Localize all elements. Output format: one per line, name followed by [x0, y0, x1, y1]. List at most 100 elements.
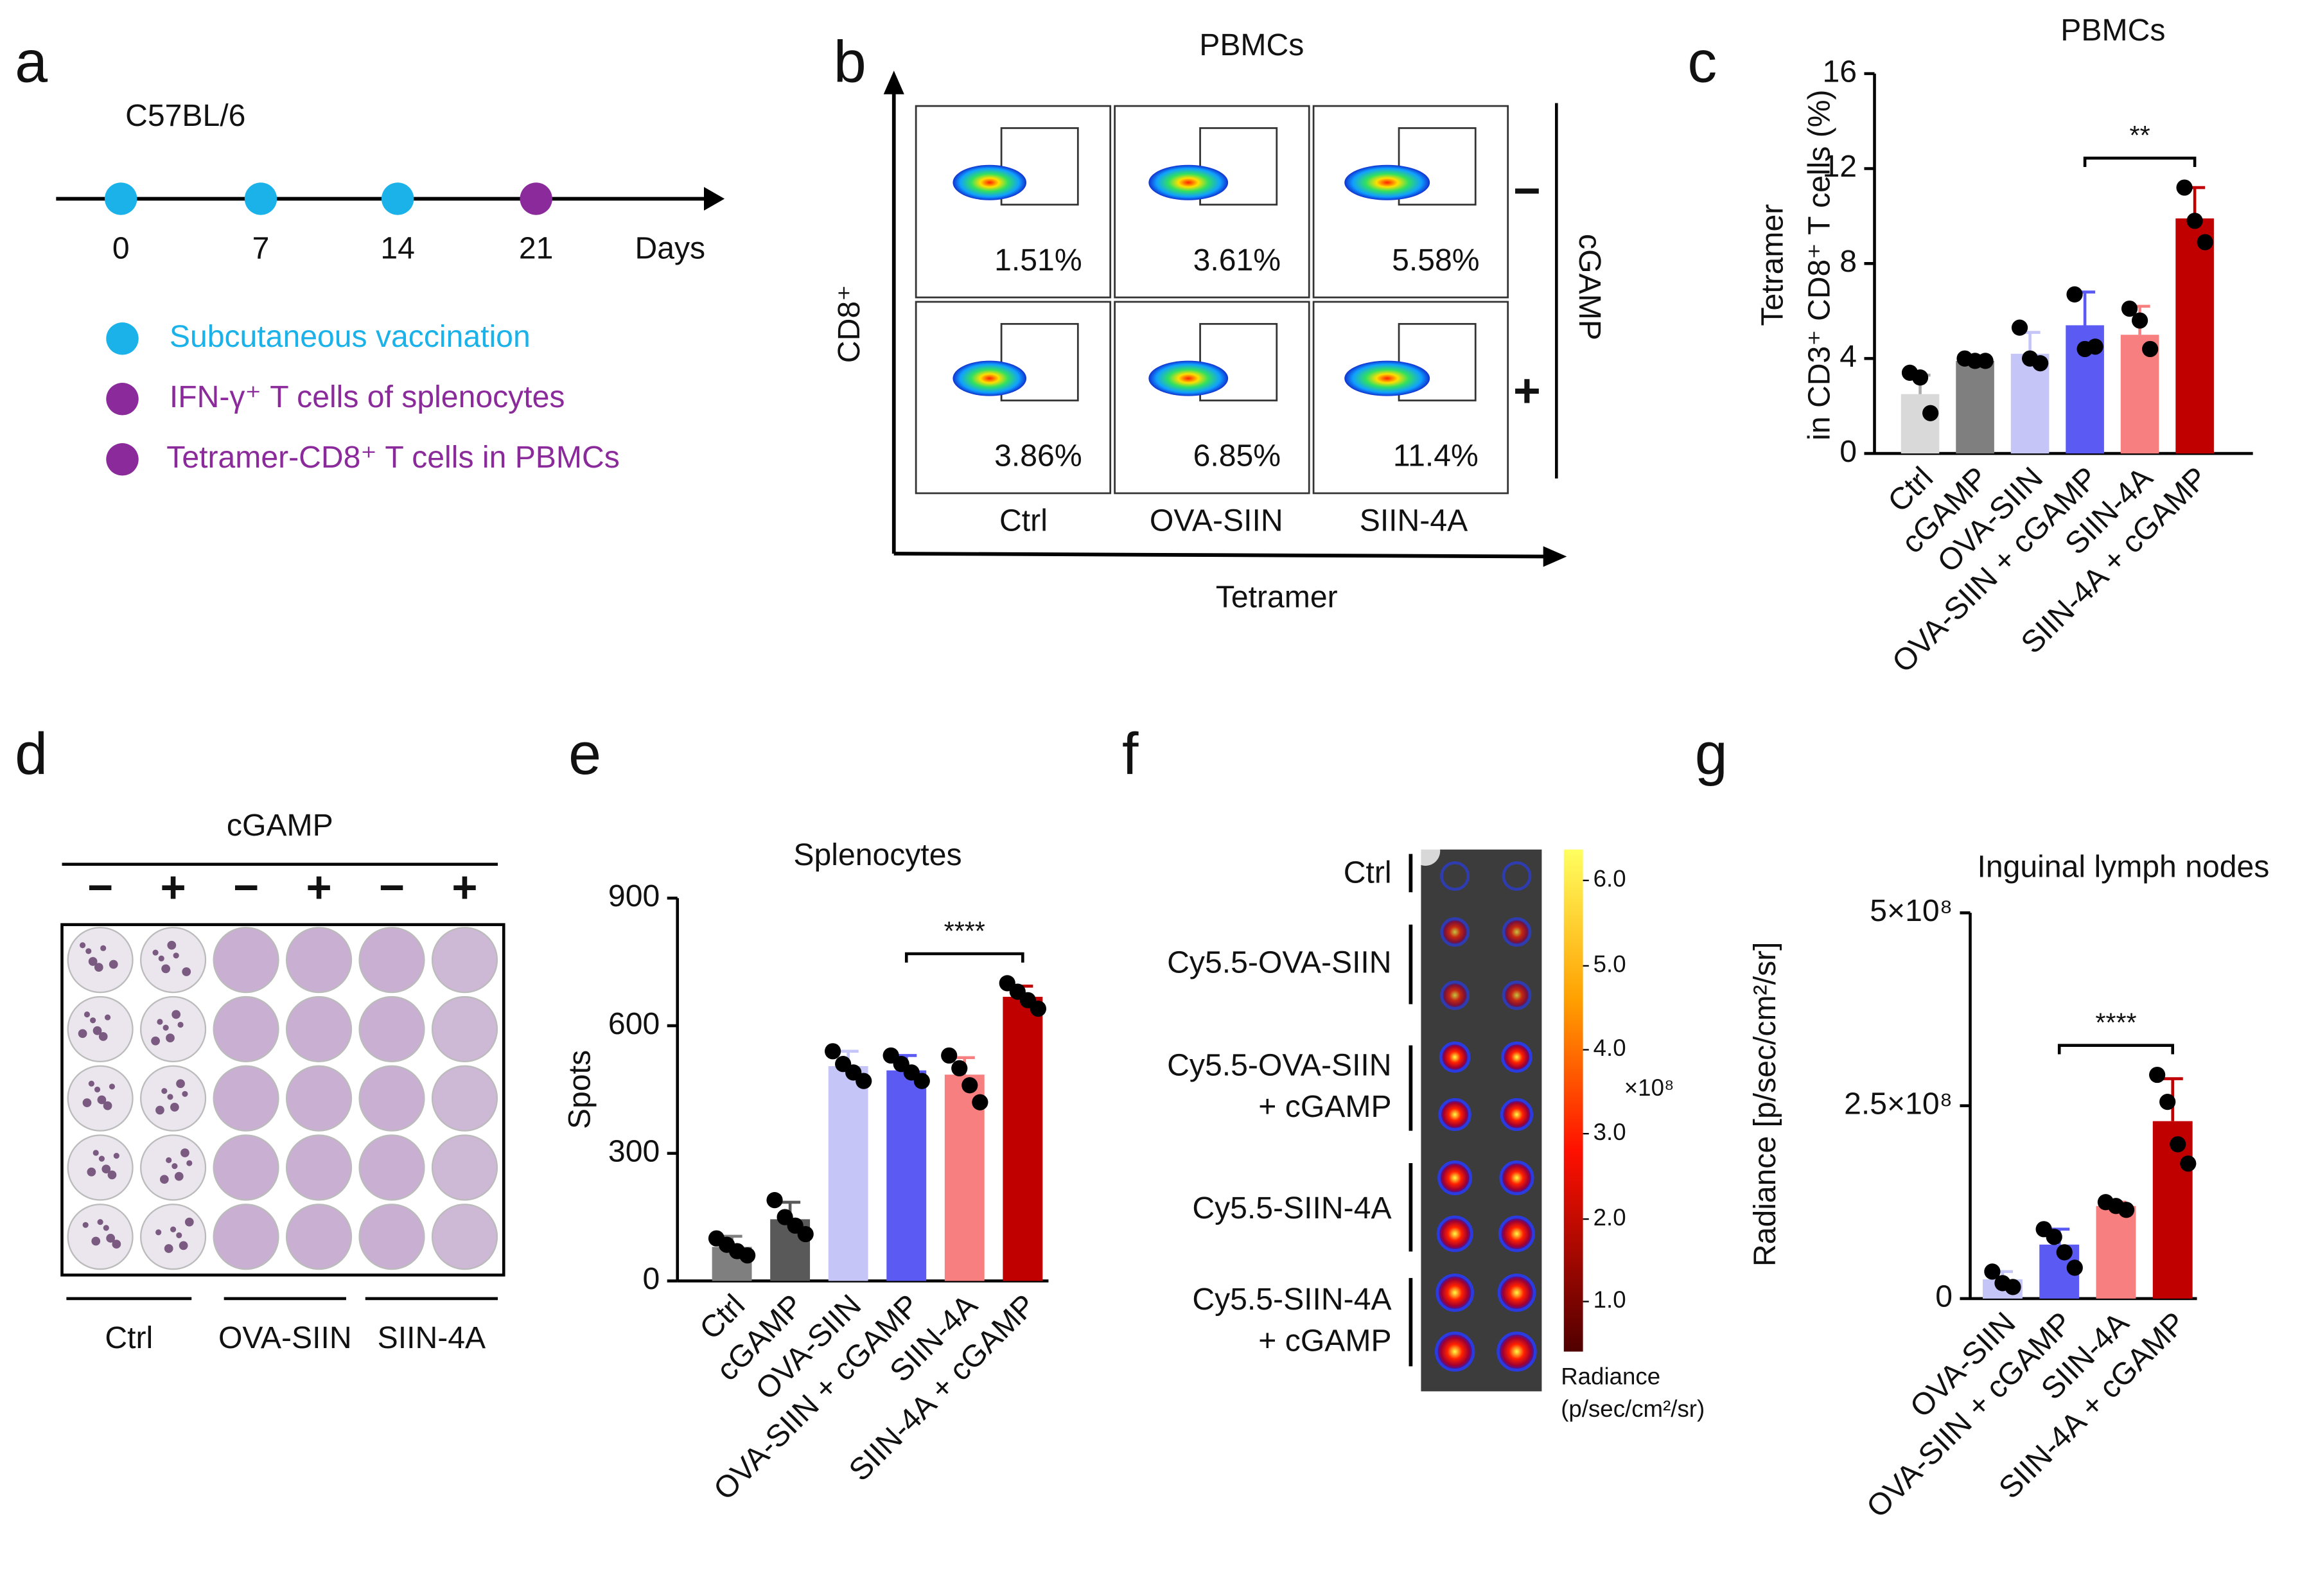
row-label: Cy5.5-OVA-SIIN	[1167, 945, 1391, 979]
data-point	[2087, 338, 2103, 355]
data-point	[2066, 1259, 2083, 1276]
well	[140, 1204, 207, 1270]
timepoint	[244, 182, 277, 215]
panel-letter: c	[1687, 29, 1717, 94]
data-point	[972, 1094, 988, 1110]
cell-cluster	[1148, 360, 1229, 396]
header: cGAMP	[227, 808, 333, 843]
spot	[103, 1225, 109, 1231]
sign: +	[452, 863, 477, 912]
spot	[180, 1148, 189, 1157]
row-label: Cy5.5-SIIN-4A	[1192, 1282, 1391, 1317]
node-signal	[1501, 1041, 1532, 1073]
data-point	[1977, 353, 1994, 369]
significance-label: ****	[2095, 1008, 2136, 1038]
y-tick-label: 0	[1935, 1279, 1953, 1314]
node-signal	[1499, 1160, 1534, 1195]
well	[213, 1134, 279, 1201]
row-label: Ctrl	[1344, 855, 1392, 890]
row-sign: +	[1513, 365, 1541, 417]
significance-label: ****	[944, 916, 985, 946]
panel-letter: g	[1695, 721, 1728, 787]
spot	[109, 960, 118, 969]
spot	[182, 967, 191, 976]
node-signal	[1440, 980, 1470, 1010]
spot	[177, 1021, 184, 1028]
data-point	[913, 1073, 930, 1089]
node-signal	[1434, 1331, 1475, 1372]
spot	[174, 1171, 184, 1181]
spot	[176, 1232, 182, 1238]
data-point	[766, 1191, 783, 1209]
day-label: 14	[380, 231, 415, 265]
well	[358, 1134, 425, 1201]
arrow-head	[1543, 546, 1567, 567]
spot	[103, 1101, 112, 1110]
well	[431, 1134, 498, 1201]
well	[358, 995, 425, 1062]
spot	[107, 1170, 117, 1180]
spot	[83, 1011, 91, 1018]
bar	[828, 1065, 868, 1281]
node-signal	[1502, 917, 1532, 947]
node-signal	[1436, 1215, 1473, 1252]
spot	[173, 952, 179, 959]
colorbar-label: (p/sec/cm²/sr)	[1561, 1396, 1705, 1422]
cell-cluster	[953, 164, 1027, 200]
row-label: Cy5.5-OVA-SIIN	[1167, 1048, 1391, 1083]
spot	[90, 1017, 96, 1024]
timepoint	[381, 182, 414, 215]
spot	[161, 964, 171, 974]
percent-label: 5.58%	[1392, 243, 1479, 277]
panel-letter: f	[1122, 721, 1139, 787]
spot	[166, 1157, 172, 1164]
well	[140, 1065, 207, 1132]
spot	[162, 1024, 169, 1031]
sign: −	[379, 863, 405, 912]
node-signal	[1502, 980, 1532, 1010]
panel-letter: b	[834, 29, 866, 94]
data-point	[2032, 355, 2049, 372]
well	[213, 1065, 279, 1132]
sign: −	[87, 863, 113, 912]
spot	[88, 1080, 94, 1087]
bar	[1956, 360, 1994, 454]
spot	[167, 1094, 173, 1100]
spot	[87, 1167, 96, 1177]
well	[358, 1065, 425, 1132]
spot	[92, 1026, 102, 1035]
well	[140, 927, 207, 994]
spot	[155, 1229, 162, 1236]
group-label: SIIN-4A	[378, 1320, 486, 1355]
node-signal	[1438, 1098, 1471, 1132]
well	[285, 1134, 353, 1201]
data-point	[1922, 405, 1939, 421]
column-label: Ctrl	[999, 504, 1048, 538]
data-point	[2131, 312, 2148, 329]
well	[431, 1204, 498, 1270]
y-axis-label: in CD3⁺ CD8⁺ T cells (%)	[1802, 89, 1837, 440]
well	[285, 1204, 353, 1270]
legend-dot	[106, 322, 139, 355]
spot	[112, 1240, 121, 1249]
y-tick-label: 4	[1839, 339, 1857, 374]
y-tick-label: 16	[1822, 54, 1857, 89]
significance-bracket	[904, 952, 1024, 963]
data-point	[951, 1060, 968, 1076]
chart-title: PBMCs	[2060, 13, 2165, 48]
data-point	[2149, 1066, 2166, 1083]
line	[893, 552, 1547, 559]
spot	[179, 1241, 188, 1250]
node-signal	[1439, 1041, 1471, 1073]
colorbar	[1563, 849, 1583, 1352]
panel-letter: a	[15, 29, 48, 94]
spot	[109, 1083, 116, 1090]
y-tick-label: 12	[1822, 149, 1857, 184]
spot	[98, 1031, 108, 1041]
data-point	[2121, 300, 2138, 317]
bar	[1003, 997, 1043, 1281]
row-label: + cGAMP	[1258, 1323, 1391, 1358]
spot	[88, 957, 98, 966]
spot	[157, 1019, 163, 1025]
well	[431, 1065, 498, 1132]
